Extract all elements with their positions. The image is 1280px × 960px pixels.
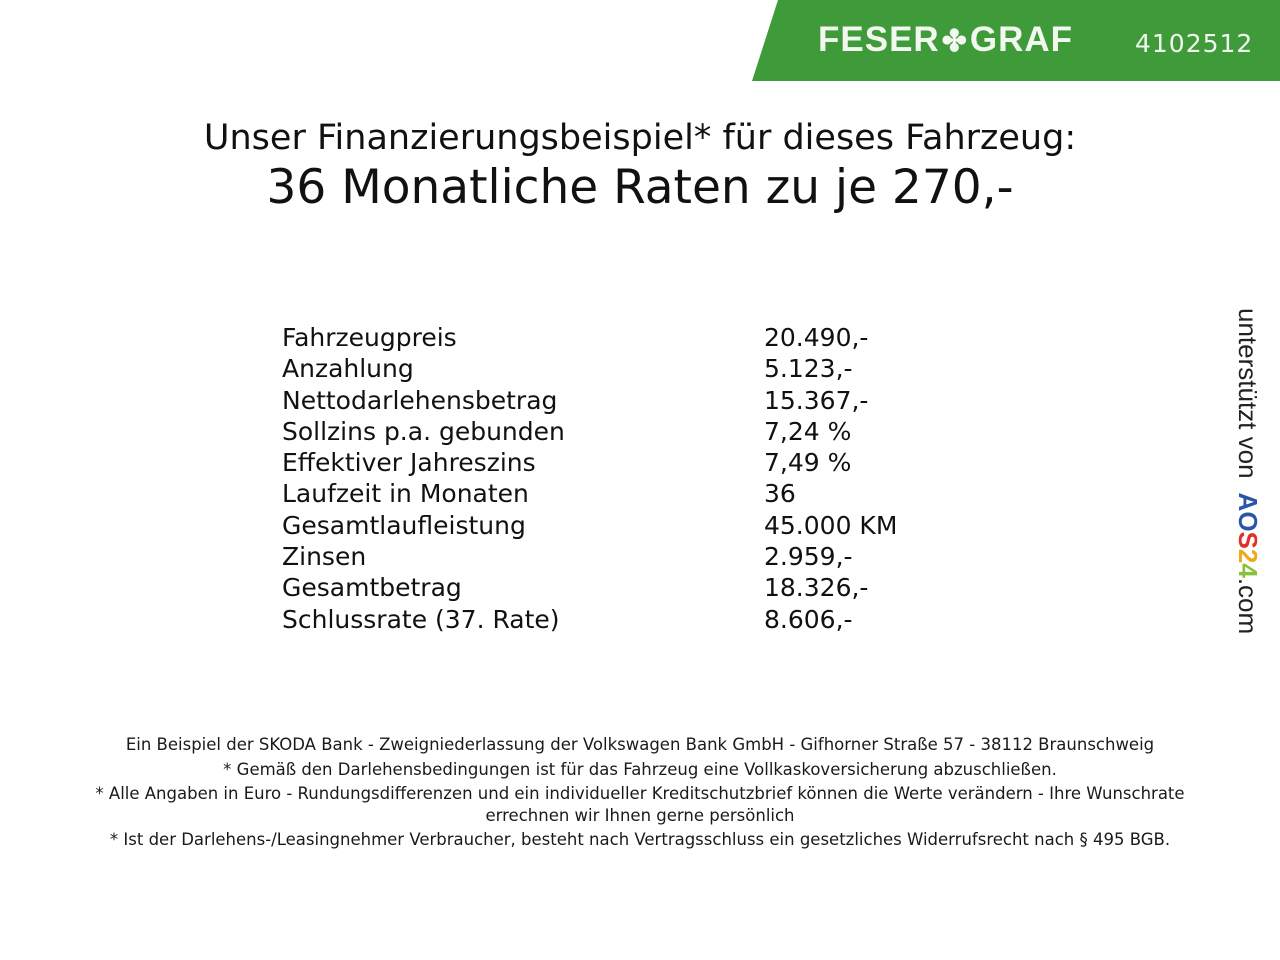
footer-notes: Ein Beispiel der SKODA Bank - Zweigniede… (60, 734, 1220, 854)
table-row: Fahrzeugpreis 20.490,- (282, 322, 982, 353)
table-row: Zinsen 2.959,- (282, 541, 982, 572)
table-row: Schlussrate (37. Rate) 8.606,- (282, 604, 982, 635)
brand-logo: FESER✤GRAF (818, 20, 1073, 60)
page-title: Unser Finanzierungsbeispiel* für dieses … (203, 118, 1077, 158)
dealer-code: 4102512 (1135, 29, 1254, 58)
table-row: Sollzins p.a. gebunden 7,24 % (282, 416, 982, 447)
row-value: 2.959,- (764, 542, 853, 572)
row-value: 7,24 % (764, 416, 852, 446)
row-label: Sollzins p.a. gebunden (282, 416, 565, 446)
row-value: 45.000 KM (764, 510, 898, 540)
row-value: 18.326,- (764, 573, 869, 603)
aos24-logo: AOS24 (1233, 492, 1263, 578)
supported-by-text: unterstützt von (1233, 308, 1263, 479)
row-value: 5.123,- (764, 354, 853, 384)
row-label: Zinsen (282, 542, 367, 572)
table-row: Gesamtbetrag 18.326,- (282, 572, 982, 603)
row-label: Gesamtlaufleistung (282, 510, 526, 540)
table-row: Anzahlung 5.123,- (282, 353, 982, 384)
row-label: Nettodarlehensbetrag (282, 385, 558, 415)
table-row: Nettodarlehensbetrag 15.367,- (282, 385, 982, 416)
table-row: Laufzeit in Monaten 36 (282, 478, 982, 509)
row-label: Anzahlung (282, 354, 414, 384)
footer-note: Ein Beispiel der SKODA Bank - Zweigniede… (125, 735, 1155, 754)
row-label: Effektiver Jahreszins (282, 448, 536, 478)
brand-name-2: GRAF (969, 20, 1073, 59)
finance-table: Fahrzeugpreis 20.490,- Anzahlung 5.123,- Net… (282, 322, 982, 635)
row-value: 7,49 % (764, 448, 852, 478)
row-label: Schlussrate (37. Rate) (282, 604, 560, 634)
page-subtitle: 36 Monatliche Raten zu je 270,- (266, 160, 1014, 215)
row-label: Fahrzeugpreis (282, 323, 457, 352)
aos24-suffix: .com (1233, 577, 1263, 635)
clover-icon: ✤ (941, 25, 968, 58)
header-banner (752, 0, 1280, 81)
row-label: Gesamtbetrag (282, 573, 462, 603)
table-row: Effektiver Jahreszins 7,49 % (282, 447, 982, 478)
footer-note: * Alle Angaben in Euro - Rundungsdiffere… (95, 784, 1185, 825)
supported-by: unterstützt von AOS24.com (1232, 308, 1263, 634)
footer-note: * Ist der Darlehens-/Leasingnehmer Verbr… (109, 830, 1171, 849)
row-value: 36 (764, 479, 796, 509)
table-row: Gesamtlaufleistung 45.000 KM (282, 510, 982, 541)
row-value: 8.606,- (764, 604, 853, 634)
row-label: Laufzeit in Monaten (282, 479, 529, 509)
brand-name-1: FESER (818, 20, 940, 59)
row-value: 20.490,- (764, 323, 869, 352)
footer-note: * Gemäß den Darlehensbedingungen ist für… (223, 759, 1057, 779)
row-value: 15.367,- (764, 385, 869, 415)
